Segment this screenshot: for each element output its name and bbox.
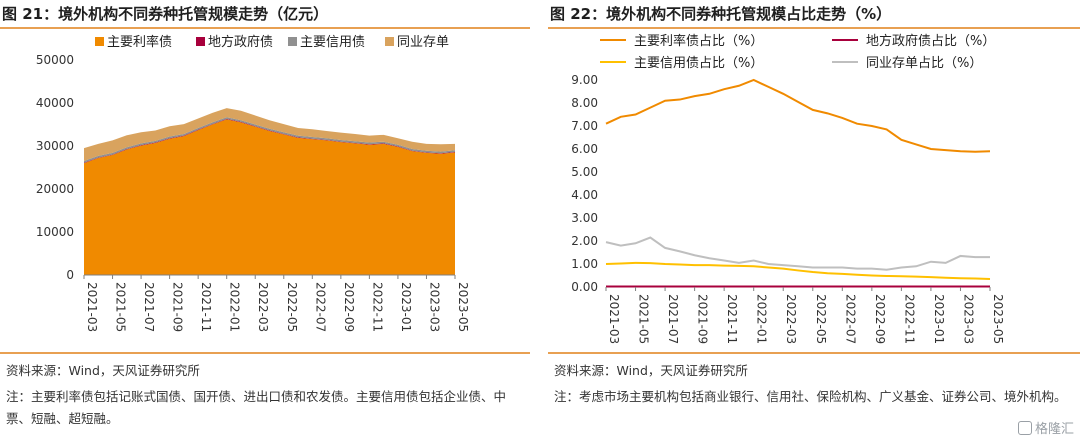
x-tick-label: 2021-07	[142, 282, 156, 332]
x-tick-label: 2022-07	[843, 294, 857, 344]
y-tick-label: 4.00	[571, 188, 598, 202]
footnote-text: 注：考虑市场主要机构包括商业银行、信用社、保险机构、广义基金、证券公司、境外机构…	[554, 389, 1067, 404]
y-tick-label: 10000	[36, 225, 74, 239]
y-tick-label: 1.00	[571, 257, 598, 271]
legend-swatch	[196, 37, 205, 46]
x-tick-label: 2022-05	[814, 294, 828, 344]
legend-label: 同业存单占比（%）	[866, 56, 982, 71]
chart-title-bar: 图 22：境外机构不同券种托管规模占比走势（%）	[548, 0, 1080, 26]
y-tick-label: 40000	[36, 96, 74, 110]
area-series	[84, 119, 455, 275]
title-rule	[0, 27, 530, 29]
x-tick-label: 2022-11	[902, 294, 916, 344]
y-tick-label: 9.00	[571, 73, 598, 87]
x-tick-label: 2022-09	[873, 294, 887, 344]
legend-label: 同业存单	[397, 35, 449, 50]
x-tick-label: 2022-03	[256, 282, 270, 332]
y-tick-label: 3.00	[571, 211, 598, 225]
footnote-text: 注：主要利率债包括记账式国债、国开债、进出口债和农发债。主要信用债包括企业债、中…	[6, 389, 507, 426]
chart-panel-right: 图 22：境外机构不同券种托管规模占比走势（%） 0.00 1.00 2.00 3.0…	[548, 0, 1080, 443]
x-tick-label: 2021-09	[696, 294, 710, 344]
line-series	[605, 78, 991, 153]
area-series	[84, 117, 455, 163]
x-tick-label: 2023-03	[961, 294, 975, 344]
y-tick-label: 8.00	[571, 96, 598, 110]
x-tick-label: 2021-11	[725, 294, 739, 344]
y-tick-label: 50000	[36, 53, 74, 67]
legend-label: 地方政府债	[208, 34, 273, 50]
source-text: 资料来源：Wind，天风证券研究所	[554, 363, 748, 378]
chart-title: 图 21：境外机构不同券种托管规模走势（亿元）	[2, 5, 329, 23]
legend-swatch	[95, 37, 104, 46]
y-tick-label: 0.00	[571, 280, 598, 294]
legend-swatch	[288, 37, 297, 46]
x-tick-label: 2021-03	[607, 294, 621, 344]
y-tick-label: 6.00	[571, 142, 598, 156]
y-tick-label: 2.00	[571, 234, 598, 248]
x-tick-label: 2021-05	[114, 282, 128, 332]
x-tick-label: 2023-01	[932, 294, 946, 344]
x-tick-label: 2023-01	[399, 282, 413, 332]
x-tick-label: 2022-05	[285, 282, 299, 332]
x-tick-label: 2022-11	[370, 282, 384, 332]
chart-title: 图 22：境外机构不同券种托管规模占比走势（%）	[550, 5, 892, 23]
x-tick-label: 2022-09	[342, 282, 356, 332]
line-chart: 0.00 1.00 2.00 3.00 4.00 5.00 6.00 7.00 8.00 9.00…	[571, 33, 1005, 344]
watermark-logo: 格隆汇	[1017, 418, 1074, 437]
line-series	[605, 236, 990, 271]
x-tick-label: 2021-03	[85, 282, 99, 332]
chart-title-bar: 图 21：境外机构不同券种托管规模走势（亿元）	[0, 0, 530, 26]
x-tick-label: 2022-03	[784, 294, 798, 344]
legend-label: 主要利率债占比（%）	[634, 33, 763, 49]
x-tick-label: 2023-05	[456, 282, 470, 332]
legend-label: 主要信用债占比（%）	[634, 56, 763, 71]
y-tick-label: 5.00	[571, 165, 598, 179]
y-tick-label: 0	[66, 268, 74, 282]
x-tick-label: 2023-05	[991, 294, 1005, 344]
source-rule	[548, 352, 1080, 354]
source-rule	[0, 352, 530, 354]
x-tick-label: 2023-03	[427, 282, 441, 332]
legend-label: 主要利率债	[107, 34, 172, 50]
area-series	[84, 108, 455, 162]
chart-panel-left: 图 21：境外机构不同券种托管规模走势（亿元） 0 10000 20000 30000…	[0, 0, 530, 443]
source-text: 资料来源：Wind，天风证券研究所	[6, 363, 200, 378]
x-tick-label: 2021-05	[637, 294, 651, 344]
x-tick-label: 2021-11	[199, 282, 213, 332]
watermark-icon	[1017, 421, 1032, 435]
y-tick-label: 7.00	[571, 119, 598, 133]
x-tick-label: 2022-01	[755, 294, 769, 344]
y-tick-label: 20000	[36, 182, 74, 196]
x-tick-label: 2022-07	[313, 282, 327, 332]
y-tick-label: 30000	[36, 139, 74, 153]
title-rule	[548, 27, 1080, 29]
legend-swatch	[385, 37, 394, 46]
watermark-text: 格隆汇	[1034, 422, 1074, 437]
x-tick-label: 2021-07	[666, 294, 680, 344]
x-tick-label: 2021-09	[171, 282, 185, 332]
legend-label: 主要信用债	[300, 35, 365, 50]
x-tick-label: 2022-01	[228, 282, 242, 332]
stacked-area-chart: 0 10000 20000 30000 40000 50000 2021-03 2021-05…	[36, 34, 470, 332]
legend-label: 地方政府债占比（%）	[866, 33, 995, 49]
line-series	[605, 261, 991, 280]
